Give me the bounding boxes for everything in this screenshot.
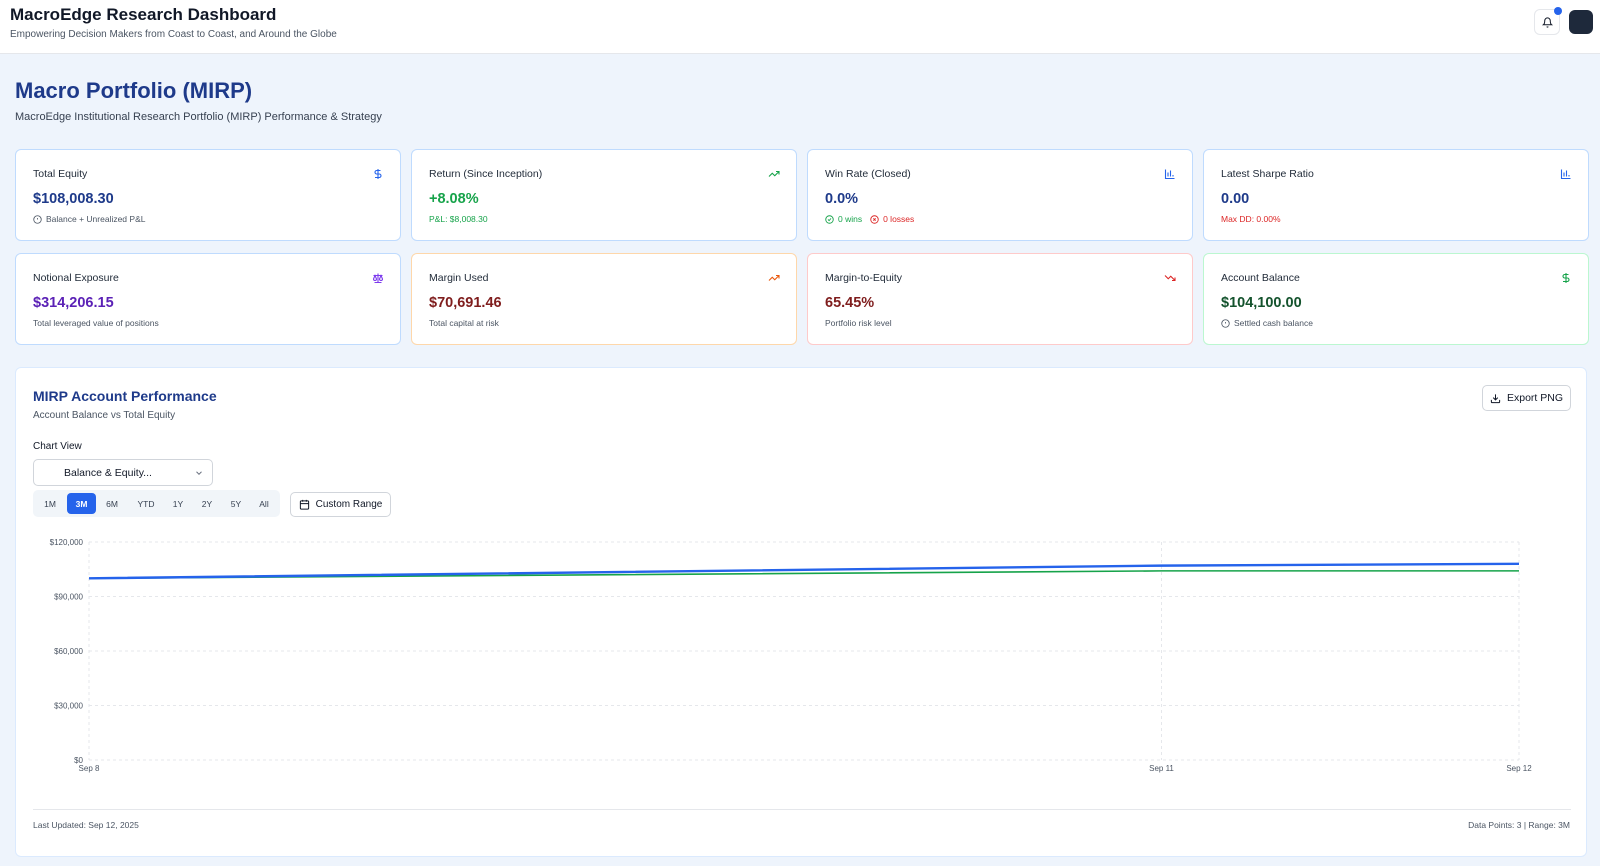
- check-circle-icon: [825, 214, 834, 224]
- chart-view-select[interactable]: Balance & Equity...: [33, 459, 213, 486]
- user-avatar[interactable]: [1569, 10, 1593, 34]
- panel-title: MIRP Account Performance: [33, 388, 217, 404]
- range-6m-button[interactable]: 6M: [106, 498, 118, 509]
- return-card: Return (Since Inception) +8.08% P&L: $8,…: [411, 149, 797, 241]
- card-label: Margin-to-Equity: [825, 272, 903, 284]
- export-png-button[interactable]: Export PNG: [1482, 385, 1571, 411]
- y-tick-label: $120,000: [50, 538, 84, 547]
- x-tick-label: Sep 8: [79, 764, 100, 773]
- range-selector: 1M 3M 6M YTD 1Y 2Y 5Y All: [33, 490, 280, 517]
- card-subtext: Portfolio risk level: [825, 318, 892, 328]
- total-equity-card: Total Equity $108,008.30 Balance + Unrea…: [15, 149, 401, 241]
- dollar-icon: [1562, 273, 1570, 283]
- performance-chart: $0 $30,000 $60,000 $90,000 $120,000 Sep 8 Sep …: [50, 538, 1533, 773]
- range-2y-button[interactable]: 2Y: [201, 498, 213, 509]
- card-value: 0.00: [1221, 191, 1250, 207]
- info-icon: [33, 214, 42, 224]
- account-balance-card: Account Balance $104,100.00 Settled cash…: [1203, 253, 1589, 345]
- card-value: 0.0%: [825, 191, 859, 207]
- losses-count: 0 losses: [883, 214, 915, 224]
- download-icon: [1490, 393, 1501, 403]
- card-label: Margin Used: [429, 272, 489, 284]
- export-png-label: Export PNG: [1506, 392, 1564, 404]
- range-ytd-button[interactable]: YTD: [137, 498, 155, 509]
- margin-to-equity-card: Margin-to-Equity 65.45% Portfolio risk l…: [807, 253, 1193, 345]
- card-subtext-label: Settled cash balance: [1234, 318, 1313, 328]
- calendar-icon: [299, 499, 309, 510]
- scale-icon: [372, 273, 384, 284]
- card-subtext: Balance + Unrealized P&L: [33, 214, 145, 224]
- chevron-down-icon: [196, 471, 202, 475]
- card-label: Account Balance: [1221, 272, 1300, 284]
- win-rate-card: Win Rate (Closed) 0.0% 0 wins 0 losses: [807, 149, 1193, 241]
- bar-chart-icon: [1164, 169, 1175, 180]
- trending-up-icon: [768, 274, 780, 281]
- last-updated: Last Updated: Sep 12, 2025: [33, 820, 139, 830]
- card-subtext: Max DD: 0.00%: [1221, 214, 1281, 224]
- card-label: Notional Exposure: [33, 272, 119, 284]
- chart-view-label: Chart View: [33, 441, 82, 452]
- card-subtext: Total capital at risk: [429, 318, 499, 328]
- dollar-icon: [374, 169, 382, 179]
- app-tagline: Empowering Decision Makers from Coast to…: [10, 29, 337, 40]
- range-all-button[interactable]: All: [259, 498, 269, 509]
- page-title: Macro Portfolio (MIRP): [15, 78, 253, 103]
- card-subtext: P&L: $8,008.30: [429, 214, 488, 224]
- top-bar: MacroEdge Research Dashboard Empowering …: [0, 0, 1600, 54]
- card-label: Latest Sharpe Ratio: [1221, 168, 1314, 180]
- range-3m-button[interactable]: 3M: [67, 493, 96, 514]
- card-value: $108,008.30: [33, 191, 114, 207]
- y-tick-label: $60,000: [54, 647, 83, 656]
- card-subtext: Settled cash balance: [1221, 318, 1313, 328]
- equity-line: [88, 562, 1520, 580]
- x-tick-label: Sep 12: [1506, 764, 1532, 773]
- card-subtext: Total leveraged value of positions: [33, 318, 159, 328]
- app-title: MacroEdge Research Dashboard: [10, 5, 277, 24]
- range-1y-button[interactable]: 1Y: [172, 498, 184, 509]
- info-icon: [1221, 318, 1230, 328]
- card-subtext: 0 wins 0 losses: [825, 214, 914, 224]
- card-value: +8.08%: [429, 191, 479, 207]
- card-subtext-label: Balance + Unrealized P&L: [46, 214, 146, 224]
- notification-dot: [1554, 7, 1562, 15]
- y-tick-label: $0: [74, 756, 83, 765]
- wins-count: 0 wins: [838, 214, 863, 224]
- y-tick-label: $30,000: [54, 702, 83, 711]
- x-tick-label: Sep 11: [1149, 764, 1174, 773]
- card-label: Total Equity: [33, 168, 88, 180]
- data-points-info: Data Points: 3 | Range: 3M: [1468, 820, 1570, 830]
- trending-down-icon: [1164, 275, 1176, 282]
- page-subtitle: MacroEdge Institutional Research Portfol…: [15, 111, 382, 123]
- range-1m-button[interactable]: 1M: [44, 498, 56, 509]
- card-label: Return (Since Inception): [429, 168, 543, 180]
- bar-chart-icon: [1560, 169, 1571, 180]
- range-5y-button[interactable]: 5Y: [230, 498, 242, 509]
- card-label: Win Rate (Closed): [825, 168, 911, 180]
- sharpe-ratio-card: Latest Sharpe Ratio 0.00 Max DD: 0.00%: [1203, 149, 1589, 241]
- performance-panel: MIRP Account Performance Account Balance…: [15, 367, 1587, 857]
- card-value: 65.45%: [825, 295, 875, 311]
- card-value: $314,206.15: [33, 295, 114, 311]
- margin-used-card: Margin Used $70,691.46 Total capital at …: [411, 253, 797, 345]
- bell-icon: [1541, 16, 1553, 28]
- trending-up-icon: [768, 170, 780, 177]
- chart-view-value: Balance & Equity...: [64, 467, 152, 479]
- panel-subtitle: Account Balance vs Total Equity: [33, 410, 176, 421]
- footer-divider: [33, 809, 1571, 810]
- y-tick-label: $90,000: [54, 593, 83, 602]
- balance-line: [88, 570, 1519, 580]
- card-value: $104,100.00: [1221, 295, 1302, 311]
- card-value: $70,691.46: [429, 295, 502, 311]
- custom-range-label: Custom Range: [315, 499, 383, 510]
- custom-range-button[interactable]: Custom Range: [290, 492, 391, 517]
- notional-exposure-card: Notional Exposure $314,206.15 Total leve…: [15, 253, 401, 345]
- x-circle-icon: [870, 214, 879, 224]
